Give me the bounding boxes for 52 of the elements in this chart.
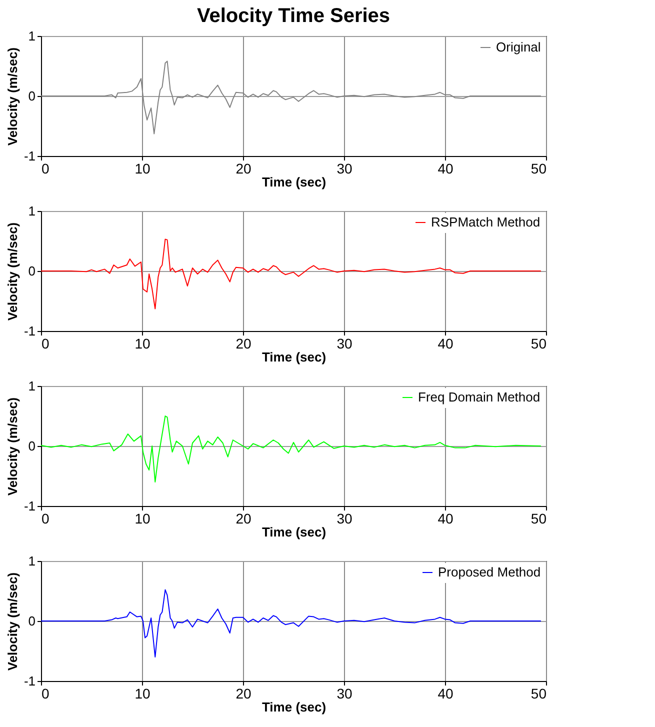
x-tick-label: 0 [42,686,50,702]
y-tick-label: -1 [24,148,36,164]
y-tick-label: 0 [28,438,36,454]
y-tick-label: 1 [28,554,36,568]
x-tick-label: 50 [530,336,547,352]
legend-label: Proposed Method [438,564,541,580]
x-tick-label: 30 [336,686,352,702]
x-tick-label: 50 [530,160,547,176]
y-tick-label: -1 [24,324,36,338]
y-tick-label: 0 [28,88,36,104]
x-tick-label: 50 [530,510,547,526]
line-series [40,589,542,658]
legend-label: RSPMatch Method [431,214,540,230]
y-tick-label: 1 [28,204,36,218]
chart-title: Velocity Time Series [196,5,390,27]
y-tick-label: -1 [24,498,36,514]
legend-label: Original [496,40,541,54]
x-tick-label: 20 [236,686,252,702]
y-tick-label: -1 [24,674,36,688]
x-tick-label: 20 [236,160,252,176]
x-axis-title: Time (sec) [262,700,326,714]
y-axis-title: Velocity (m/sec) [4,47,20,146]
y-tick-label: 0 [28,264,36,278]
x-tick-label: 30 [336,160,352,176]
y-axis-title: Velocity (m/sec) [4,572,20,671]
x-tick-label: 0 [42,160,50,176]
x-tick-label: 40 [438,160,454,176]
y-tick-label: 0 [28,614,36,628]
line-series [40,416,542,482]
x-tick-label: 10 [134,336,150,352]
y-axis-title: Velocity (m/sec) [4,397,20,496]
y-tick-label: 1 [28,28,36,44]
x-tick-label: 40 [438,686,454,702]
x-axis-title: Time (sec) [262,174,326,190]
y-tick-label: 1 [28,378,36,394]
x-axis-title: Time (sec) [262,524,326,540]
x-tick-label: 0 [42,510,50,526]
x-tick-label: 30 [336,510,352,526]
x-tick-label: 40 [438,510,454,526]
y-axis-title: Velocity (m/sec) [4,222,20,321]
x-tick-label: 20 [236,510,252,526]
x-tick-label: 10 [134,686,150,702]
x-tick-label: 40 [438,336,454,352]
x-axis-title: Time (sec) [262,350,326,364]
x-tick-label: 20 [236,336,252,352]
x-tick-label: 30 [336,336,352,352]
x-tick-label: 0 [42,336,50,352]
x-tick-label: 50 [530,686,547,702]
x-tick-label: 10 [134,510,150,526]
x-tick-label: 10 [134,160,150,176]
line-series [40,238,542,310]
legend-label: Freq Domain Method [418,390,540,404]
